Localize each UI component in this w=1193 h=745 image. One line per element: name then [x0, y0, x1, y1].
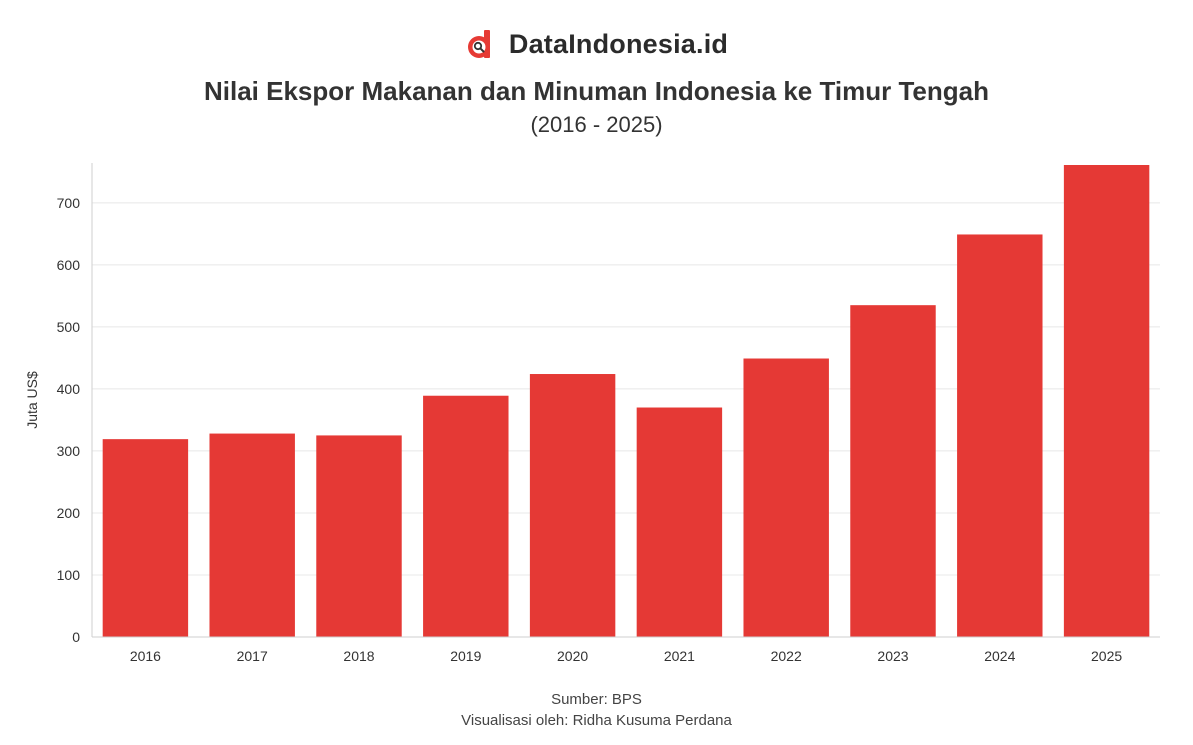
brand-header: DataIndonesia.id — [0, 28, 1193, 60]
bar-2017[interactable] — [209, 433, 295, 637]
bar-2020[interactable] — [529, 374, 616, 637]
bar-series — [102, 165, 1150, 637]
x-tick-labels: 2016 2017 2018 2019 2020 2021 2022 2023 2024 2025 — [130, 648, 1123, 664]
x-tick-label: 2020 — [557, 648, 588, 664]
bar-2022[interactable] — [743, 358, 829, 637]
bar-2016[interactable] — [102, 439, 189, 637]
x-tick-label: 2023 — [877, 648, 908, 664]
source-note: Sumber: BPS — [551, 691, 642, 708]
y-tick-label: 400 — [57, 381, 81, 397]
y-tick-label: 200 — [57, 505, 81, 521]
brand-name: DataIndonesia.id — [508, 28, 729, 59]
y-tick-label: 500 — [57, 319, 81, 335]
dataindonesia-logo-icon — [467, 30, 490, 58]
x-tick-label: 2018 — [343, 648, 374, 664]
y-tick-labels: 0 100 200 300 400 500 600 700 — [57, 195, 81, 645]
credit-note: Visualisasi oleh: Ridha Kusuma Perdana — [461, 712, 732, 729]
bar-2018[interactable] — [316, 435, 402, 637]
bar-2023[interactable] — [850, 305, 936, 637]
y-tick-label: 0 — [72, 629, 80, 645]
x-tick-label: 2019 — [450, 648, 481, 664]
x-tick-label: 2016 — [130, 648, 161, 664]
y-tick-label: 600 — [57, 257, 81, 273]
bar-2019[interactable] — [423, 395, 509, 637]
y-tick-label: 300 — [57, 443, 81, 459]
chart-title: Nilai Ekspor Makanan dan Minuman Indones… — [204, 76, 989, 106]
x-tick-label: 2021 — [664, 648, 695, 664]
bar-2025[interactable] — [1063, 165, 1150, 637]
y-tick-label: 700 — [57, 195, 81, 211]
y-tick-label: 100 — [57, 567, 81, 583]
x-tick-label: 2017 — [237, 648, 268, 664]
y-axis-label: Juta US$ — [24, 371, 40, 429]
x-tick-label: 2025 — [1091, 648, 1122, 664]
x-tick-label: 2024 — [984, 648, 1015, 664]
bar-2024[interactable] — [957, 234, 1043, 637]
x-tick-label: 2022 — [771, 648, 802, 664]
chart-subtitle: (2016 - 2025) — [530, 112, 663, 137]
bar-2021[interactable] — [636, 407, 723, 637]
